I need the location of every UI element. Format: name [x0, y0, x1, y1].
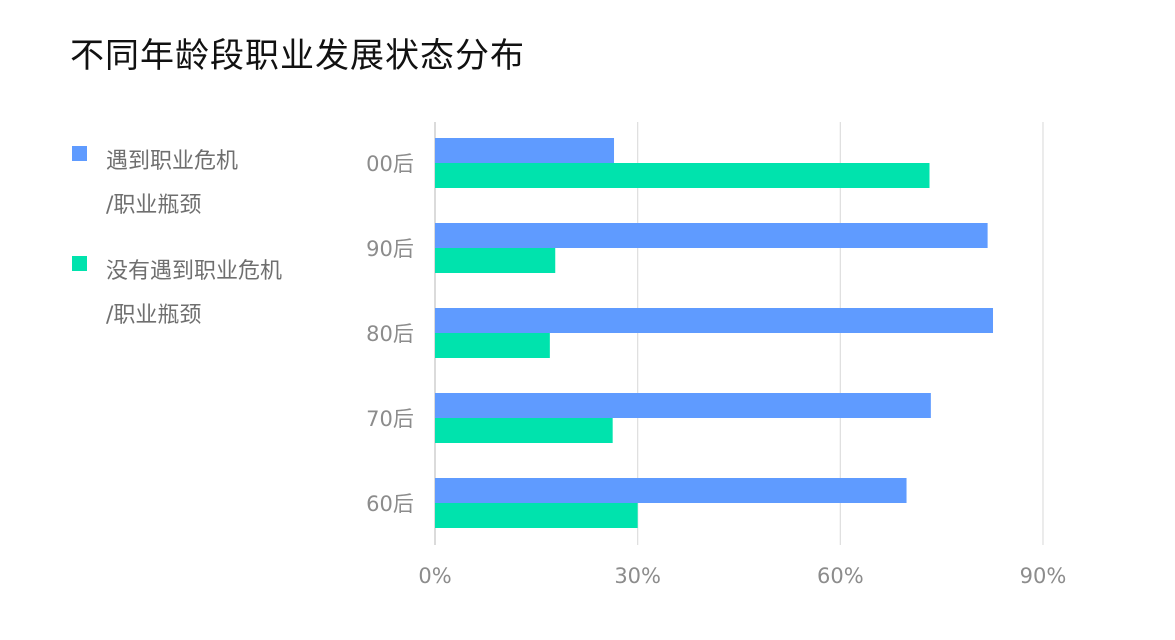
- bar-no-crisis-3: [435, 418, 613, 443]
- bar-no-crisis-2: [435, 333, 550, 358]
- legend-label-no-crisis: 没有遇到职业危机 /职业瓶颈: [106, 259, 283, 328]
- legend-swatch-crisis: [72, 146, 87, 161]
- x-tick-label-30: 30%: [614, 564, 661, 588]
- chart-title: 不同年龄段职业发展状态分布: [70, 36, 525, 76]
- category-label-1: 90后: [366, 237, 414, 261]
- legend-item-crisis: 遇到职业危机 /职业瓶颈: [72, 140, 342, 228]
- x-tick-label-90: 90%: [1020, 564, 1067, 588]
- category-label-0: 00后: [366, 152, 414, 176]
- category-label-2: 80后: [366, 322, 414, 346]
- legend-item-no-crisis: 没有遇到职业危机 /职业瓶颈: [72, 250, 342, 338]
- legend-label-crisis: 遇到职业危机 /职业瓶颈: [106, 149, 239, 218]
- bar-crisis-0: [435, 138, 615, 163]
- bar-crisis-2: [435, 308, 994, 333]
- bar-crisis-3: [435, 393, 931, 418]
- bar-crisis-1: [435, 223, 988, 248]
- bar-no-crisis-4: [435, 503, 638, 528]
- x-tick-label-0: 0%: [418, 564, 451, 588]
- legend-swatch-no-crisis: [72, 256, 87, 271]
- category-label-3: 70后: [366, 407, 414, 431]
- category-label-4: 60后: [366, 492, 414, 516]
- bar-no-crisis-1: [435, 248, 556, 273]
- legend: 遇到职业危机 /职业瓶颈 没有遇到职业危机 /职业瓶颈: [72, 140, 342, 360]
- x-tick-label-60: 60%: [817, 564, 864, 588]
- bar-crisis-4: [435, 478, 907, 503]
- bar-no-crisis-0: [435, 163, 930, 188]
